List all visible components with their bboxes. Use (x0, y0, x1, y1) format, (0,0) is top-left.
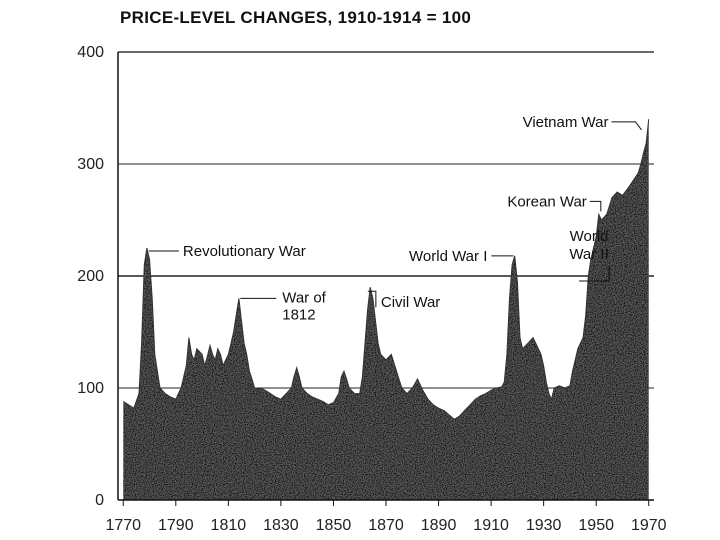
series-area-texture (123, 119, 649, 500)
leader-vietnam-war (611, 121, 642, 131)
x-tick-label: 1850 (316, 517, 352, 534)
y-tick-label: 100 (77, 380, 104, 397)
x-tick-label: 1970 (631, 517, 667, 534)
annotation-war-of: War of (282, 289, 326, 306)
x-tick-label: 1890 (421, 517, 457, 534)
x-tick-label: 1810 (211, 517, 247, 534)
y-tick-label: 300 (77, 156, 104, 173)
x-tick-label: 1790 (158, 517, 194, 534)
y-tick-label: 200 (77, 268, 104, 285)
annotation-world-war-i: World War I (409, 248, 487, 265)
leader-korean-war (589, 200, 602, 212)
series-line (123, 119, 650, 421)
leader-world-war-ii (579, 266, 610, 282)
annotation-war-ii: War II (569, 246, 608, 263)
x-tick-label: 1870 (368, 517, 404, 534)
x-tick-label: 1910 (473, 517, 509, 534)
annotation-1812: 1812 (282, 306, 315, 323)
annotation-korean-war: Korean War (507, 193, 586, 210)
y-tick-label: 400 (77, 44, 104, 61)
x-tick-label: 1930 (526, 517, 562, 534)
x-tick-label: 1830 (263, 517, 299, 534)
annotation-civil-war: Civil War (381, 294, 440, 311)
annotation-world: World (570, 228, 609, 245)
y-tick-label: 0 (95, 492, 104, 509)
chart-title: PRICE-LEVEL CHANGES, 1910-1914 = 100 (120, 8, 472, 27)
x-tick-label: 1950 (578, 517, 614, 534)
leader-civil-war (367, 290, 377, 308)
annotation-vietnam-war: Vietnam War (523, 114, 609, 131)
x-tick-label: 1770 (105, 517, 141, 534)
annotation-revolutionary-war: Revolutionary War (183, 243, 306, 260)
